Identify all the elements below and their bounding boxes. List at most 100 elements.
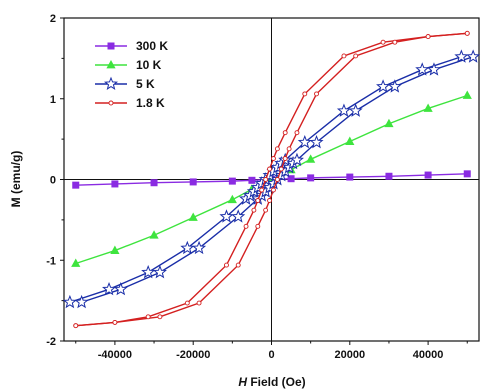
legend-marker <box>103 76 119 90</box>
data-point <box>102 281 117 296</box>
data-point <box>314 91 319 97</box>
data-point <box>392 39 398 45</box>
x-axis-title-rest: Field (Oe) <box>247 375 306 389</box>
data-point <box>196 300 202 306</box>
data-point <box>271 156 276 161</box>
data-point <box>255 198 261 203</box>
data-point <box>248 176 256 184</box>
data-point <box>294 130 300 136</box>
legend-label: 300 K <box>136 39 168 53</box>
y-tick-label: 2 <box>50 13 56 25</box>
data-point <box>149 230 159 239</box>
series-layer <box>62 30 481 329</box>
data-point <box>348 103 363 117</box>
series-1-8-k <box>73 30 470 329</box>
data-point <box>384 118 394 128</box>
data-point <box>425 34 431 40</box>
data-point <box>227 194 237 204</box>
data-point <box>345 136 355 145</box>
data-point <box>297 134 312 149</box>
data-point <box>274 146 280 152</box>
data-point <box>380 39 386 45</box>
data-point <box>387 79 402 93</box>
legend-marker <box>108 100 114 106</box>
x-axis-title: H Field (Oe) <box>238 375 305 389</box>
data-point <box>307 174 315 182</box>
data-point <box>353 53 359 59</box>
data-point <box>286 146 292 152</box>
data-point <box>243 223 249 229</box>
data-point <box>346 173 354 181</box>
data-point <box>287 175 295 183</box>
data-point <box>289 152 304 167</box>
data-point <box>71 258 81 267</box>
data-point <box>267 166 272 172</box>
data-point <box>302 91 308 97</box>
x-tick-label: 20000 <box>335 349 366 361</box>
data-point <box>278 166 284 172</box>
data-point <box>231 209 246 223</box>
data-point <box>376 79 391 93</box>
data-point <box>423 103 433 112</box>
data-point <box>466 49 481 63</box>
data-point <box>189 178 197 186</box>
data-point <box>263 177 269 182</box>
data-point <box>415 62 430 76</box>
data-point <box>111 180 119 188</box>
data-point <box>426 62 441 76</box>
data-point <box>385 172 393 180</box>
data-point <box>263 207 269 213</box>
y-tick-label: -1 <box>46 255 56 267</box>
data-point <box>336 103 351 117</box>
data-point <box>112 319 118 325</box>
data-point <box>255 223 261 229</box>
legend-marker <box>106 60 116 69</box>
data-point <box>464 30 470 36</box>
data-point <box>463 170 471 178</box>
data-point <box>282 130 288 136</box>
data-point <box>192 240 207 255</box>
legend-label: 5 K <box>136 77 155 91</box>
y-tick-label: -2 <box>46 336 56 348</box>
data-point <box>157 314 163 320</box>
data-point <box>188 212 198 221</box>
data-point <box>228 177 236 185</box>
data-point <box>184 300 190 306</box>
data-point <box>282 156 288 161</box>
data-point <box>74 294 89 309</box>
data-point <box>180 240 195 255</box>
data-point <box>309 134 324 149</box>
data-point <box>306 154 316 163</box>
x-tick-label: -20000 <box>176 349 210 361</box>
data-point <box>424 171 432 179</box>
data-point <box>150 179 158 187</box>
data-point <box>141 264 156 279</box>
data-point <box>73 323 79 329</box>
data-point <box>274 177 280 182</box>
legend-marker <box>107 42 115 50</box>
y-tick-label: 1 <box>50 94 56 106</box>
data-point <box>224 262 229 268</box>
axis-ticks: -40000 -20000 0 20000 40000 -2 -1 0 1 2 <box>46 13 468 361</box>
legend-label: 1.8 K <box>136 96 165 110</box>
x-tick-label: 40000 <box>413 349 444 361</box>
data-point <box>462 90 472 99</box>
legend-label: 10 K <box>136 58 162 72</box>
x-axis-title-symbol: H <box>238 375 247 389</box>
y-axis-title: M (emu/g) <box>9 151 23 208</box>
data-point <box>271 187 276 193</box>
x-tick-label: -40000 <box>98 349 132 361</box>
legend: 300 K 10 K 5 K 1.8 K <box>95 39 168 110</box>
x-tick-label: 0 <box>268 349 274 361</box>
data-point <box>62 294 77 309</box>
data-point <box>219 209 234 223</box>
data-point <box>454 49 469 63</box>
data-point <box>72 181 80 189</box>
data-point <box>110 245 120 254</box>
data-point <box>152 264 167 279</box>
data-point <box>235 262 241 268</box>
data-point <box>267 198 272 203</box>
data-point <box>259 187 265 193</box>
data-point <box>113 281 128 296</box>
